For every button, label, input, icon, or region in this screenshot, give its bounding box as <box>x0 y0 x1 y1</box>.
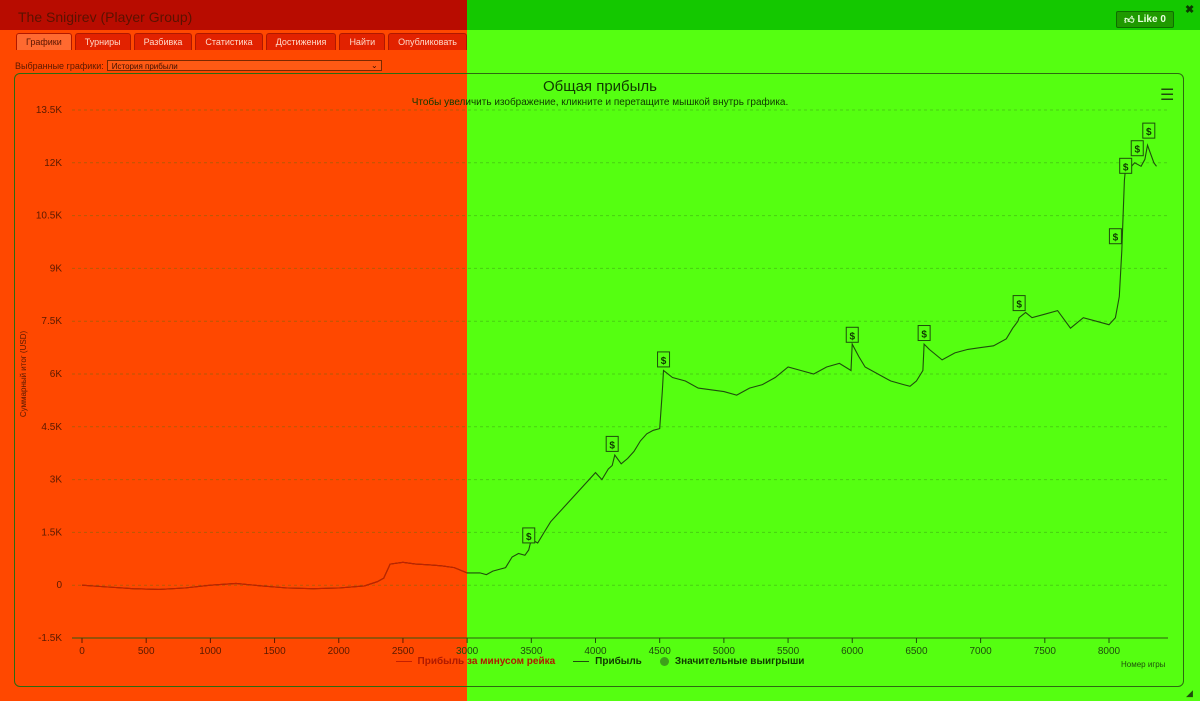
x-tick-label: 7000 <box>970 646 993 657</box>
y-tick-label: 4.5K <box>41 422 62 433</box>
legend-swatch-rake <box>395 661 412 662</box>
chart-selector-label: Выбранные графики: <box>15 60 104 71</box>
y-tick-label: 10.5K <box>36 211 62 222</box>
x-tick-label: 6500 <box>905 646 928 657</box>
y-tick-label: 1.5K <box>41 527 62 538</box>
chart-legend: Прибыль за минусом рейка Прибыль Значите… <box>0 656 1200 667</box>
big-win-marker-label: $ <box>1146 127 1152 138</box>
legend-item-profit[interactable]: Прибыль <box>573 656 642 667</box>
big-win-marker-label: $ <box>609 440 615 451</box>
x-tick-label: 1000 <box>199 646 222 657</box>
x-tick-label: 2000 <box>328 646 351 657</box>
chart-menu-icon[interactable]: ☰ <box>1160 87 1175 104</box>
big-win-marker-label: $ <box>1113 233 1119 244</box>
x-tick-label: 7500 <box>1034 646 1057 657</box>
tab-breakdown[interactable]: Разбивка <box>133 33 193 50</box>
x-tick-label: 5500 <box>777 646 800 657</box>
chart-select[interactable]: История прибыли ⌄ <box>106 60 382 71</box>
x-tick-label: 1500 <box>263 646 286 657</box>
tab-charts[interactable]: Графики <box>16 33 72 50</box>
big-win-marker <box>1108 228 1122 245</box>
legend-label-rake: Прибыль за минусом рейка <box>417 656 556 667</box>
tab-publish[interactable]: Опубликовать <box>388 33 467 50</box>
legend-swatch-big-wins <box>659 657 669 666</box>
tab-bar: Графики Турниры Разбивка Статистика Дост… <box>16 33 467 51</box>
titlebar-left <box>0 0 467 30</box>
y-tick-label: 9K <box>50 263 63 274</box>
y-tick-label: 12K <box>44 158 62 169</box>
thumbs-up-icon: 👍︎ <box>1124 14 1135 26</box>
y-tick-label: 0 <box>56 580 62 591</box>
big-win-marker <box>845 326 859 343</box>
x-tick-label: 4500 <box>649 646 672 657</box>
big-win-marker <box>1142 122 1156 139</box>
y-tick-label: 6K <box>50 369 63 380</box>
tab-find[interactable]: Найти <box>339 33 386 50</box>
window-title: The Snigirev (Player Group) <box>18 9 193 25</box>
x-tick-label: 8000 <box>1098 646 1121 657</box>
big-win-marker-label: $ <box>849 331 855 342</box>
x-tick-label: 500 <box>138 646 155 657</box>
chart-selector-row: Выбранные графики: История прибыли ⌄ <box>15 60 382 71</box>
x-tick-label: 3500 <box>520 646 543 657</box>
close-icon[interactable]: ✖ <box>1185 4 1195 16</box>
x-tick-label: 3000 <box>456 646 479 657</box>
x-tick-label: 2500 <box>392 646 415 657</box>
chart-subtitle: Чтобы увеличить изображение, кликните и … <box>411 97 789 108</box>
right-overlay-region <box>467 0 1200 701</box>
y-tick-label: 13.5K <box>36 105 62 116</box>
profit-series-line <box>81 143 1157 590</box>
big-win-marker-label: $ <box>526 532 532 543</box>
x-tick-label: 5000 <box>713 646 736 657</box>
big-win-marker <box>657 351 671 368</box>
big-win-marker <box>522 527 536 544</box>
legend-label-profit: Прибыль <box>595 656 642 667</box>
chart-title: Общая прибыль <box>542 78 658 95</box>
x-tick-label: 0 <box>79 646 85 657</box>
legend-swatch-profit <box>573 661 590 662</box>
big-win-marker <box>605 435 619 452</box>
y-tick-label: 3K <box>50 475 63 486</box>
big-win-marker <box>1012 295 1026 312</box>
x-tick-label: 6000 <box>841 646 864 657</box>
tab-statistics[interactable]: Статистика <box>195 33 263 50</box>
big-win-marker-label: $ <box>1134 145 1140 156</box>
big-win-marker-label: $ <box>661 356 667 367</box>
big-win-marker <box>1119 157 1133 174</box>
like-button-label: Like 0 <box>1137 14 1166 25</box>
like-button[interactable]: 👍︎ Like 0 <box>1116 11 1174 28</box>
resize-handle-icon[interactable]: ◢ <box>1186 688 1193 698</box>
tab-tournaments[interactable]: Турниры <box>74 33 131 50</box>
legend-item-rake[interactable]: Прибыль за минусом рейка <box>395 656 556 667</box>
big-win-marker-label: $ <box>1016 300 1022 311</box>
tab-achievements[interactable]: Достижения <box>265 33 337 50</box>
rake-series-line <box>81 561 468 590</box>
big-win-marker-label: $ <box>1123 162 1129 173</box>
titlebar-right <box>467 0 1200 30</box>
chart-select-value: История прибыли <box>111 62 178 71</box>
left-overlay-region <box>0 0 467 701</box>
chart-panel <box>14 73 1184 687</box>
big-win-marker <box>1130 140 1144 157</box>
y-tick-label: -1.5K <box>38 633 62 644</box>
legend-item-big-wins[interactable]: Значительные выигрыши <box>659 656 805 667</box>
y-tick-label: 7.5K <box>41 316 62 327</box>
big-win-marker <box>917 325 931 342</box>
x-axis-label: Номер игры <box>1121 660 1166 669</box>
legend-label-big-wins: Значительные выигрыши <box>674 656 805 667</box>
x-tick-label: 4000 <box>584 646 607 657</box>
big-win-marker-label: $ <box>921 330 927 341</box>
chevron-down-icon: ⌄ <box>371 61 378 70</box>
y-axis-label: Суммарный итог (USD) <box>19 331 28 418</box>
